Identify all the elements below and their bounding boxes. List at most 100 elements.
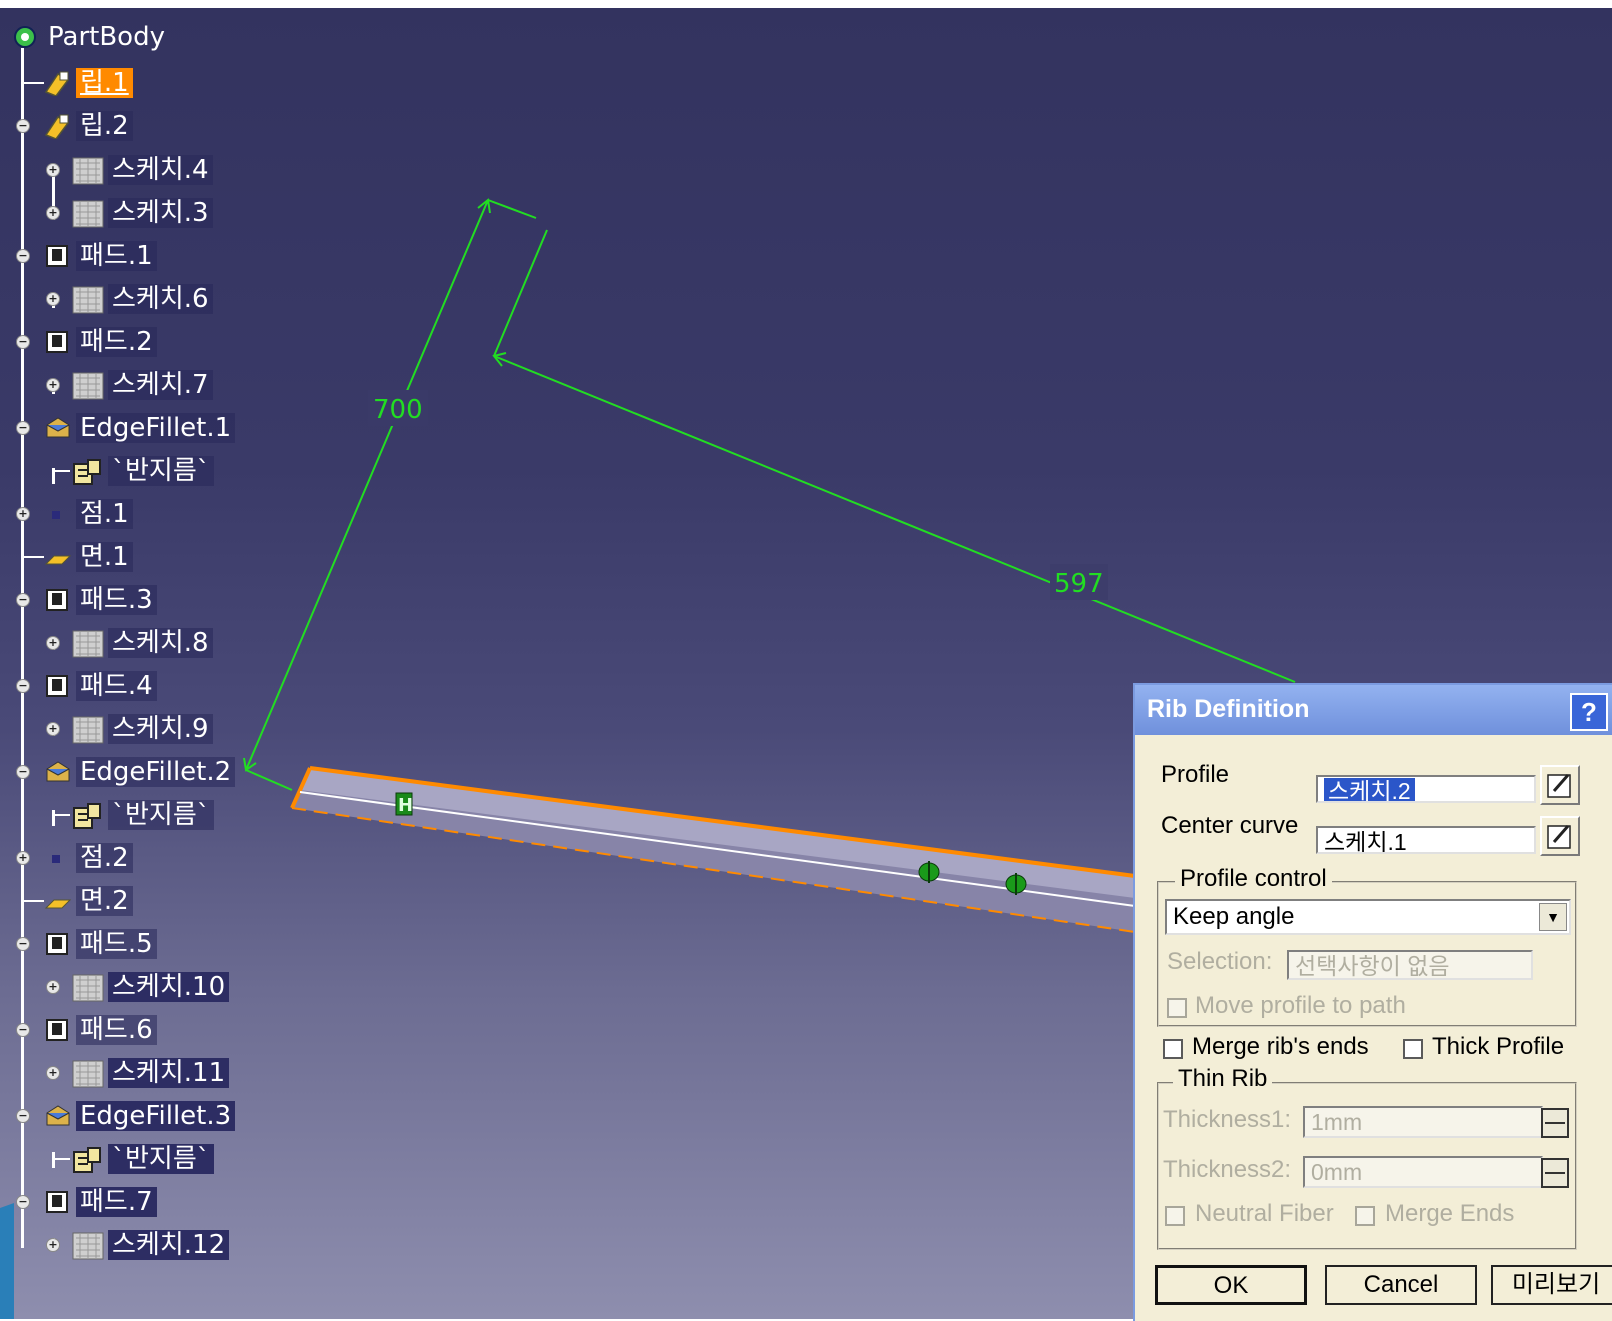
tree-item[interactable]: 면.2 [0, 884, 400, 918]
collapse-icon[interactable]: − [16, 119, 30, 133]
edit-profile-sketch-button[interactable] [1540, 765, 1580, 805]
selection-label: Selection: [1167, 948, 1273, 975]
expand-icon[interactable]: + [46, 163, 60, 177]
expand-icon[interactable]: + [46, 980, 60, 994]
collapse-icon[interactable]: − [16, 765, 30, 779]
tree-item[interactable]: − 패드.6 [0, 1013, 400, 1047]
tree-item-label: EdgeFillet.1 [76, 413, 236, 443]
pad-icon [44, 931, 70, 957]
expand-icon[interactable]: + [46, 1066, 60, 1080]
thin-rib-title: Thin Rib [1173, 1065, 1273, 1093]
pad-icon [44, 1017, 70, 1043]
tree-item[interactable]: 면.1 [0, 540, 400, 574]
tree-item-label: 스케치.9 [108, 714, 213, 744]
dimension-597-arrow [492, 352, 507, 367]
dialog-title: Rib Definition [1147, 695, 1310, 723]
edge-fillet-icon [44, 759, 70, 785]
tree-item[interactable]: + 스케치.6 [0, 282, 400, 316]
edit-center-curve-sketch-button[interactable] [1540, 816, 1580, 856]
center-curve-field[interactable]: 스케치.1 [1316, 826, 1536, 854]
preview-button[interactable]: 미리보기 [1491, 1265, 1612, 1305]
tree-item[interactable]: `반지름` [0, 454, 400, 488]
tree-connector [22, 556, 44, 558]
tree-item[interactable]: + 스케치.4 [0, 153, 400, 187]
tree-item[interactable]: − 패드.2 [0, 325, 400, 359]
expand-icon[interactable]: + [46, 1238, 60, 1252]
tree-item[interactable]: − 패드.3 [0, 583, 400, 617]
profile-control-dropdown[interactable]: Keep angle ▼ [1165, 899, 1571, 935]
tree-item[interactable]: − 패드.7 [0, 1185, 400, 1219]
chevron-down-icon[interactable]: ▼ [1539, 903, 1567, 931]
tree-item[interactable]: − EdgeFillet.1 [0, 411, 400, 445]
thin-rib-group [1157, 1082, 1577, 1250]
tree-item[interactable]: + 스케치.9 [0, 712, 400, 746]
dimension-597-label: 597 [1054, 569, 1104, 599]
profile-field[interactable]: 스케치.2 [1316, 775, 1536, 803]
tree-item-label: 패드.2 [76, 327, 157, 357]
tree-item[interactable]: − 패드.5 [0, 927, 400, 961]
collapse-icon[interactable]: − [16, 421, 30, 435]
coincidence-constraint-icon-1 [918, 861, 940, 883]
collapse-icon[interactable]: − [16, 937, 30, 951]
sketch-icon [72, 200, 104, 228]
tree-item[interactable]: + 스케치.12 [0, 1228, 400, 1262]
merge-ribs-ends-checkbox[interactable] [1163, 1039, 1183, 1059]
tree-item-label: 패드.6 [76, 1015, 157, 1045]
help-button[interactable]: ? [1570, 693, 1608, 731]
tree-item[interactable]: + 스케치.8 [0, 626, 400, 660]
tree-item-label: 점.2 [76, 843, 133, 873]
tree-item-label: 스케치.4 [108, 155, 213, 185]
tree-item[interactable]: − 패드.4 [0, 669, 400, 703]
cancel-button[interactable]: Cancel [1325, 1265, 1477, 1305]
tree-item-label: 패드.5 [76, 929, 157, 959]
selection-field: 선택사항이 없음 [1287, 950, 1533, 980]
tree-item-label: EdgeFillet.2 [76, 757, 236, 787]
collapse-icon[interactable]: − [16, 1023, 30, 1037]
tree-item[interactable]: + 스케치.3 [0, 196, 400, 230]
tree-root-label: PartBody [48, 22, 165, 52]
tree-item[interactable]: + 스케치.11 [0, 1056, 400, 1090]
expand-icon[interactable]: + [46, 292, 60, 306]
tree-item[interactable]: − 립.2 [0, 109, 400, 143]
tree-branch-line [52, 468, 55, 484]
expand-icon[interactable]: + [46, 636, 60, 650]
tree-item[interactable]: + 스케치.10 [0, 970, 400, 1004]
tree-item[interactable]: 립.1 [0, 66, 400, 100]
tree-item-label: 패드.4 [76, 671, 157, 701]
expand-icon[interactable]: + [16, 507, 30, 521]
collapse-icon[interactable]: − [16, 1195, 30, 1209]
tree-item[interactable]: − EdgeFillet.2 [0, 755, 400, 789]
tree-item[interactable]: + 점.1 [0, 497, 400, 531]
point-icon [52, 855, 60, 863]
collapse-icon[interactable]: − [16, 1109, 30, 1123]
center-curve-label: Center curve [1161, 812, 1299, 839]
tree-item-label: 패드.3 [76, 585, 157, 615]
collapse-icon[interactable]: − [16, 249, 30, 263]
dimension-597-line [493, 355, 1296, 683]
expand-icon[interactable]: + [46, 722, 60, 736]
tree-item[interactable]: − 패드.1 [0, 239, 400, 273]
coincidence-constraint-icon-2 [1005, 873, 1027, 895]
dialog-titlebar[interactable]: Rib Definition ? [1135, 685, 1612, 735]
dimension-700-label: 700 [373, 395, 423, 425]
collapse-icon[interactable]: − [16, 679, 30, 693]
tree-item[interactable]: `반지름` [0, 1142, 400, 1176]
3d-viewport[interactable]: 700 597 H [0, 8, 1612, 1319]
dimension-597-label-bg [1050, 564, 1108, 600]
pad-icon [44, 243, 70, 269]
sketch-icon [72, 1232, 104, 1260]
tree-item[interactable]: + 점.2 [0, 841, 400, 875]
collapse-icon[interactable]: − [16, 335, 30, 349]
tree-item[interactable]: − EdgeFillet.3 [0, 1099, 400, 1133]
rib-icon [44, 70, 70, 97]
tree-item[interactable]: + 스케치.7 [0, 368, 400, 402]
tree-item-label: EdgeFillet.3 [76, 1101, 236, 1131]
expand-icon[interactable]: + [46, 206, 60, 220]
expand-icon[interactable]: + [46, 378, 60, 392]
ok-button[interactable]: OK [1155, 1265, 1307, 1305]
collapse-icon[interactable]: − [16, 593, 30, 607]
tree-item[interactable]: `반지름` [0, 798, 400, 832]
move-profile-checkbox [1167, 998, 1187, 1018]
thick-profile-checkbox[interactable] [1403, 1039, 1423, 1059]
expand-icon[interactable]: + [16, 851, 30, 865]
